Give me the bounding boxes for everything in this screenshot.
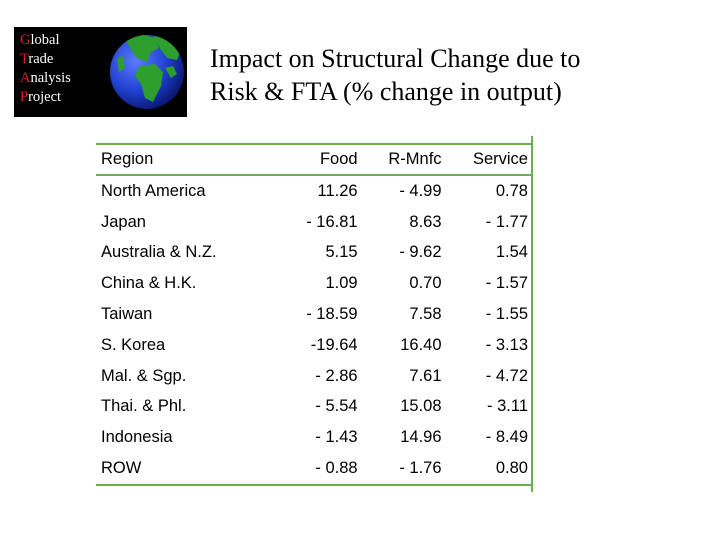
cell-r-mnfc: - 4.99 (399, 181, 442, 200)
logo-text: Global Trade Analysis Project (20, 31, 71, 107)
cell-region: Mal. & Sgp. (101, 366, 187, 385)
table-row: Taiwan - 18.59 7.58 - 1.55 (96, 299, 533, 330)
cell-r-mnfc: 15.08 (400, 397, 442, 416)
cell-service: - 3.13 (485, 335, 528, 354)
cell-food: - 5.54 (315, 397, 358, 416)
table-row: ROW - 0.88 - 1.76 0.80 (96, 453, 533, 486)
cell-region: Indonesia (101, 428, 173, 447)
cell-food: - 16.81 (306, 212, 358, 231)
table-row: Japan - 16.81 8.63 - 1.77 (96, 207, 533, 238)
header-region: Region (96, 143, 281, 176)
output-change-table: Region Food R-Mnfc Service North America… (96, 143, 533, 486)
cell-service: - 8.49 (485, 428, 528, 447)
cell-food: - 2.86 (315, 366, 358, 385)
table-row: S. Korea -19.64 16.40 - 3.13 (96, 330, 533, 361)
cell-food: - 18.59 (306, 305, 358, 324)
cell-service: - 4.72 (485, 366, 528, 385)
cell-region: S. Korea (101, 335, 166, 354)
title-line-1: Impact on Structural Change due to (210, 44, 581, 73)
gtap-logo: Global Trade Analysis Project (14, 27, 187, 117)
cell-r-mnfc: 16.40 (400, 335, 442, 354)
cell-food: 1.09 (325, 274, 358, 293)
table-row: China & H.K. 1.09 0.70 - 1.57 (96, 268, 533, 299)
table-row: Australia & N.Z. 5.15 - 9.62 1.54 (96, 238, 533, 269)
cell-r-mnfc: 7.61 (409, 366, 442, 385)
globe-icon (110, 35, 184, 109)
cell-food: 5.15 (325, 243, 358, 262)
cell-region: ROW (96, 453, 281, 486)
cell-service: - 1.57 (485, 274, 528, 293)
cell-service: 0.78 (495, 181, 528, 200)
cell-r-mnfc: - 9.62 (399, 243, 442, 262)
cell-food: - 1.43 (315, 428, 358, 447)
cell-r-mnfc: 14.96 (400, 428, 442, 447)
logo-line: Project (20, 89, 62, 105)
cell-service: 0.80 (446, 453, 533, 486)
table-row: Indonesia - 1.43 14.96 - 8.49 (96, 422, 533, 453)
title-line-2: Risk & FTA (% change in output) (210, 77, 562, 106)
cell-region: Japan (101, 212, 146, 231)
header-service: Service (446, 143, 533, 176)
header-food: Food (281, 143, 363, 176)
logo-line: Global (20, 32, 60, 48)
cell-service: - 3.11 (487, 397, 528, 416)
cell-service: - 1.55 (485, 305, 528, 324)
cell-r-mnfc: - 1.76 (362, 453, 447, 486)
cell-region: Thai. & Phl. (101, 397, 187, 416)
table-row: Thai. & Phl. - 5.54 15.08 - 3.11 (96, 392, 533, 423)
page-title: Impact on Structural Change due to Risk … (210, 42, 690, 108)
table-row: Mal. & Sgp. - 2.86 7.61 - 4.72 (96, 361, 533, 392)
cell-service: 1.54 (495, 243, 528, 262)
cell-food: -19.64 (310, 335, 358, 354)
table-row: North America 11.26 - 4.99 0.78 (96, 175, 533, 207)
cell-region: Australia & N.Z. (101, 243, 217, 262)
table-header-row: Region Food R-Mnfc Service (96, 143, 533, 176)
cell-r-mnfc: 8.63 (409, 212, 442, 231)
cell-region: North America (101, 181, 206, 200)
cell-food: 11.26 (317, 181, 358, 200)
cell-region: China & H.K. (101, 274, 197, 293)
cell-r-mnfc: 0.70 (409, 274, 442, 293)
cell-region: Taiwan (101, 305, 153, 324)
table-right-rule (531, 136, 533, 492)
cell-r-mnfc: 7.58 (409, 305, 442, 324)
logo-line: Analysis (20, 70, 71, 86)
header-r-mnfc: R-Mnfc (362, 143, 447, 176)
cell-food: - 0.88 (281, 453, 363, 486)
cell-service: - 1.77 (485, 212, 528, 231)
logo-line: Trade (20, 51, 54, 67)
